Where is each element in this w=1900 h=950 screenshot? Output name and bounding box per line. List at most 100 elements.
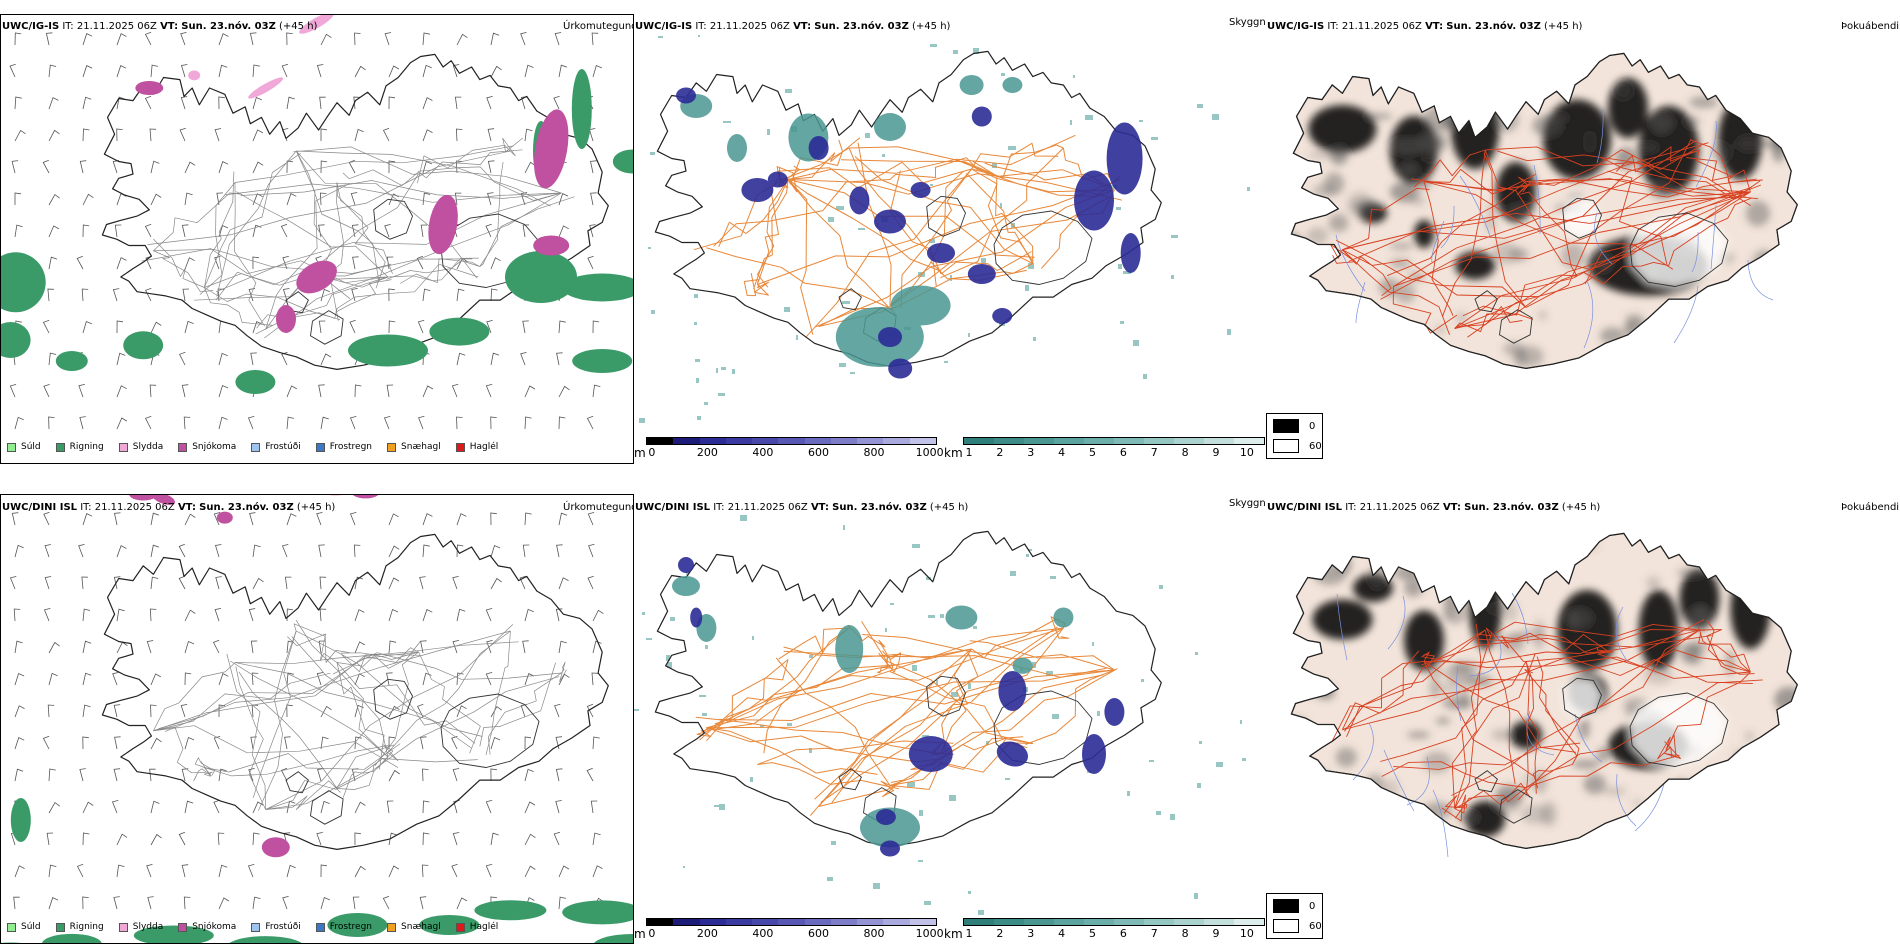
legend-swatch (55, 922, 65, 932)
visibility-teal-area-cell (945, 605, 978, 630)
road-segment (1423, 629, 1705, 663)
river (1695, 120, 1717, 188)
legend-label: Frostregn (329, 442, 373, 452)
wind-barb (48, 672, 58, 686)
wind-barb (82, 896, 89, 910)
road-segment (805, 168, 972, 338)
colorbar-tick: 1 (965, 446, 973, 459)
wind-barb (352, 256, 359, 270)
fog-gray-cell (1295, 240, 1306, 249)
visibility-speck (699, 695, 706, 697)
river (1615, 606, 1629, 663)
wind-barb (286, 32, 293, 46)
colorbar-tick: 200 (696, 446, 718, 459)
road-segment (1536, 656, 1578, 757)
wind-barb (218, 96, 225, 110)
visibility-blue-area-cell (874, 209, 906, 234)
visibility-speck (1120, 321, 1124, 324)
road-segment (787, 134, 1076, 180)
wind-barb (180, 704, 188, 718)
wind-barb (388, 832, 398, 846)
wind-barb (320, 160, 328, 174)
wind-barb (316, 512, 323, 526)
road-segment (963, 144, 1064, 179)
visibility-speck (940, 614, 944, 618)
river (1431, 220, 1445, 263)
road-segment (1494, 621, 1700, 637)
road-segment (820, 627, 1064, 803)
fog-index-panel-row1 (1266, 14, 1900, 464)
visibility-speck (740, 515, 747, 521)
it-label: IT: (695, 21, 707, 32)
wind-barb (116, 257, 127, 270)
wind-barb (179, 351, 186, 366)
wind-barb (252, 544, 261, 558)
road-segment (940, 147, 1064, 279)
colorbar-tick: 800 (863, 446, 885, 459)
legend-item: Slydda (118, 922, 163, 932)
rain-area-cell (571, 69, 592, 149)
wind-barb (146, 864, 153, 878)
wind-barb (14, 224, 23, 238)
fog-gray-cell (1423, 106, 1455, 132)
road-segment (1344, 629, 1486, 732)
river (1594, 212, 1613, 265)
vt-label: VT: (1442, 502, 1461, 513)
wind-barb (452, 640, 459, 654)
wind-barb (519, 575, 526, 590)
wind-barb (150, 833, 162, 846)
wind-barb (181, 768, 189, 782)
road-segment (1423, 181, 1454, 316)
wind-barb (218, 384, 229, 398)
visibility-speck (650, 152, 655, 155)
wind-barb (318, 384, 325, 398)
wind-barb (114, 224, 122, 238)
visibility-speck (1197, 783, 1201, 788)
wind-barb (182, 288, 190, 302)
road-segment (234, 662, 472, 749)
glacier-outline (310, 790, 344, 825)
road-segment (1341, 650, 1420, 730)
road-segment (341, 647, 419, 673)
vis-km-ticks: 1 2 3 4 5 6 7 8 9 10 (963, 926, 1265, 940)
wind-barb (79, 768, 86, 782)
vis-km-bar (963, 437, 1265, 445)
visibility-teal-area (680, 75, 1023, 367)
wind-barb (282, 256, 289, 270)
glacier-outline (838, 768, 862, 791)
road-segment (199, 182, 236, 295)
road-segment (559, 661, 567, 682)
wind-barb (592, 736, 600, 750)
river (1406, 756, 1430, 806)
visibility-blue-area-cell (996, 741, 1028, 767)
wind-barb (14, 96, 22, 110)
visibility-blue-area-cell (1082, 734, 1106, 774)
road-segment (969, 640, 1115, 671)
visibility-blue-area-cell (908, 736, 953, 772)
glacier-outline (1499, 309, 1533, 344)
fog-gray-cell (1651, 114, 1673, 133)
wind-barb (150, 737, 162, 750)
road-segment (1525, 178, 1757, 198)
road-segment (293, 146, 562, 194)
wind-barb (318, 640, 326, 654)
fog-gray-cell (1551, 537, 1577, 558)
vis-m-ticks: 0 200 400 600 800 1000 (646, 926, 943, 940)
wind-barb (79, 416, 86, 430)
road-segment (1467, 191, 1751, 338)
wind-barb (47, 704, 55, 718)
rain-area-cell (10, 798, 31, 842)
fog-key-low-label: 0 (1309, 900, 1316, 912)
wind-barb (217, 832, 225, 846)
wind-barb (490, 832, 499, 846)
wind-barb (388, 65, 400, 78)
fog-index-map-row1 (1290, 52, 1798, 369)
visibility-speck (1005, 778, 1010, 780)
wind-barb (14, 672, 25, 686)
visibility-speck (1008, 146, 1016, 150)
lead-time: (+45 h) (912, 21, 951, 32)
wind-barb (149, 608, 157, 622)
wind-barbs (9, 511, 604, 910)
wind-barb (520, 352, 527, 366)
visibility-speck (721, 367, 726, 370)
